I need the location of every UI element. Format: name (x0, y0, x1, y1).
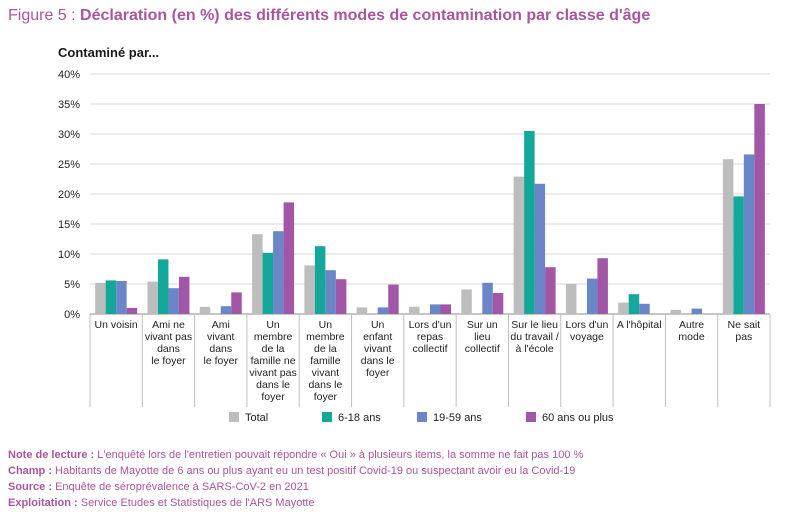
bar (147, 281, 158, 314)
x-tick-label: Un enfant vivant dans le foyer (361, 319, 395, 379)
legend-label: 6-18 ans (338, 412, 381, 424)
bar (304, 265, 315, 314)
bar (597, 258, 608, 314)
x-tick-label: Lors d'un repas collectif (409, 319, 452, 355)
figure-title-text: Déclaration (en %) des différents modes … (80, 7, 651, 24)
x-tick-label: Sur le lieu du travail / à l'école (510, 319, 559, 355)
y-tick-label: 20% (58, 189, 80, 201)
figure-number: Figure 5 : (8, 7, 81, 24)
bar (722, 159, 734, 314)
x-tick-label: Autre mode (678, 319, 704, 343)
y-tick-label: 35% (58, 99, 80, 111)
bar (157, 259, 169, 314)
x-tick-label: Sur un lieu collectif (465, 319, 500, 355)
bar (314, 246, 326, 314)
note-exploitation: Exploitation : Service Etudes et Statist… (8, 497, 315, 509)
legend-label: Total (245, 412, 268, 424)
bar (95, 282, 106, 314)
legend-label: 19-59 ans (433, 412, 482, 424)
x-tick-label: Ami vivant dans le foyer (204, 319, 239, 367)
y-tick-label: 0% (64, 309, 80, 321)
x-tick-label: Lors d'un voyage (565, 319, 608, 343)
figure-title: Figure 5 : Déclaration (en %) des différ… (8, 7, 650, 25)
bar (388, 284, 399, 314)
legend-swatch (417, 412, 427, 422)
legend-swatch (526, 412, 536, 422)
bar (126, 308, 138, 314)
bar (252, 234, 263, 314)
bar (273, 231, 284, 314)
bar (618, 302, 629, 314)
bar (513, 176, 525, 314)
legend-label: 60 ans ou plus (542, 412, 614, 424)
bar (628, 294, 640, 314)
x-tick-label: A l'hôpital (617, 319, 662, 331)
bar (639, 303, 650, 314)
bar-chart: 0% 5% 10% 15% 20% 25% 30% 35% 40% Un voisin Ami ne… (58, 69, 771, 424)
bar (691, 308, 703, 314)
y-tick-label: 15% (58, 219, 80, 231)
note-scope: Champ : Habitants de Mayotte de 6 ans ou… (8, 465, 576, 477)
bar (356, 307, 368, 314)
y-tick-label: 25% (58, 159, 80, 171)
bar (220, 306, 232, 314)
bar (733, 196, 744, 314)
y-tick-label: 40% (58, 69, 80, 81)
bar (231, 292, 242, 314)
x-tick-label: Un voisin (95, 319, 138, 331)
bar (409, 306, 420, 314)
bar (565, 284, 577, 314)
note-reading: Note de lecture : L'enquêté lors de l'en… (8, 449, 584, 461)
bar (283, 202, 295, 314)
bar (199, 306, 211, 314)
bar (534, 183, 546, 314)
bar (105, 280, 117, 314)
bar (335, 279, 347, 314)
bar (524, 131, 535, 314)
legend-swatch (229, 412, 239, 422)
bar (743, 154, 755, 314)
note-source: Source : Enquête de séroprévalence à SAR… (8, 481, 309, 493)
legend-swatch (322, 412, 332, 422)
bar (545, 267, 556, 314)
bar (586, 278, 598, 314)
bar (325, 270, 336, 314)
bar (754, 104, 765, 314)
y-axis-label: Contaminé par... (58, 45, 160, 60)
bar (430, 304, 441, 314)
bar (116, 281, 127, 314)
x-tick-label: Un membre de la famille ne vivant pas dans le… (249, 319, 296, 403)
bar (178, 276, 190, 314)
x-tick-label: Ne sait pas (728, 319, 761, 343)
y-tick-label: 10% (58, 249, 80, 261)
bar (482, 282, 493, 314)
bar (262, 252, 274, 314)
notes: Note de lecture : L'enquêté lors de l'en… (8, 447, 583, 511)
y-tick-label: 5% (64, 279, 80, 291)
x-tick-label: Un membre de la famille vivant dans le foyer (306, 319, 345, 403)
bar (670, 309, 682, 314)
bar (377, 307, 389, 314)
x-tick-label: Ami ne vivant pas dans le foyer (145, 319, 192, 367)
bar (168, 288, 179, 314)
bar (461, 289, 472, 314)
y-tick-label: 30% (58, 129, 80, 141)
bar (440, 304, 451, 314)
bar (492, 293, 504, 314)
